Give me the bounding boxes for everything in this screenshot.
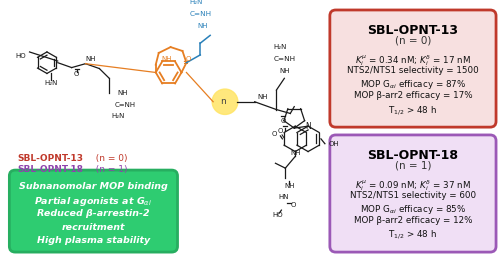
- Text: SBL-OPNT-13: SBL-OPNT-13: [18, 154, 84, 164]
- Text: O: O: [272, 131, 278, 137]
- Text: C=NH: C=NH: [189, 11, 212, 17]
- Text: H₂N: H₂N: [274, 44, 287, 50]
- Text: H₂N: H₂N: [111, 113, 124, 119]
- Text: NH: NH: [85, 56, 96, 62]
- Text: $K_i^{\mu}$ = 0.09 nM; $K_i^{\delta}$ = 37 nM: $K_i^{\mu}$ = 0.09 nM; $K_i^{\delta}$ = …: [355, 178, 471, 193]
- Text: Reduced β-arrestin-2: Reduced β-arrestin-2: [37, 209, 150, 218]
- Text: (n = 1): (n = 1): [394, 160, 431, 170]
- Text: MOP G$_{\alpha i}$ efficacy = 87%: MOP G$_{\alpha i}$ efficacy = 87%: [360, 78, 466, 91]
- Text: T$_{1/2}$ > 48 h: T$_{1/2}$ > 48 h: [388, 104, 438, 116]
- Text: O: O: [186, 56, 191, 62]
- Text: NTS2/NTS1 selectivity = 600: NTS2/NTS1 selectivity = 600: [350, 190, 476, 200]
- Text: MOP G$_{\alpha i}$ efficacy = 85%: MOP G$_{\alpha i}$ efficacy = 85%: [360, 203, 466, 216]
- Text: NH: NH: [284, 183, 294, 189]
- Text: NH: NH: [279, 68, 289, 73]
- Text: NH: NH: [117, 90, 128, 96]
- FancyBboxPatch shape: [10, 170, 177, 252]
- Text: (n = 0): (n = 0): [395, 35, 431, 45]
- FancyBboxPatch shape: [330, 10, 496, 127]
- Text: MOP β-arr2 efficacy = 17%: MOP β-arr2 efficacy = 17%: [354, 91, 472, 100]
- Text: O: O: [280, 118, 286, 124]
- Text: SBL-OPNT-13: SBL-OPNT-13: [368, 24, 458, 37]
- Text: O: O: [278, 128, 283, 134]
- Text: HO: HO: [272, 212, 282, 218]
- Text: Subnanomolar MOP binding: Subnanomolar MOP binding: [19, 182, 168, 191]
- Text: NH: NH: [162, 56, 172, 62]
- Text: NTS2/NTS1 selectivity = 1500: NTS2/NTS1 selectivity = 1500: [347, 66, 479, 75]
- Text: O: O: [74, 71, 80, 77]
- Text: Partial agonists at G$_{\alpha i}$: Partial agonists at G$_{\alpha i}$: [34, 196, 152, 208]
- Text: SBL-OPNT-18: SBL-OPNT-18: [18, 165, 84, 174]
- Text: NH: NH: [197, 23, 207, 29]
- Text: MOP β-arr2 efficacy = 12%: MOP β-arr2 efficacy = 12%: [354, 216, 472, 225]
- Text: H₂N: H₂N: [190, 0, 203, 5]
- Text: C=NH: C=NH: [274, 56, 295, 62]
- Circle shape: [212, 89, 238, 114]
- Text: recruitment: recruitment: [62, 223, 125, 232]
- Text: NH: NH: [258, 94, 268, 100]
- Text: High plasma stability: High plasma stability: [37, 237, 150, 246]
- Text: H₂N: H₂N: [44, 80, 58, 86]
- Text: C=NH: C=NH: [114, 102, 136, 108]
- Text: OH: OH: [329, 141, 340, 147]
- Text: SBL-OPNT-18: SBL-OPNT-18: [368, 149, 458, 162]
- FancyBboxPatch shape: [330, 135, 496, 252]
- Text: n: n: [220, 97, 226, 106]
- Text: HO: HO: [16, 53, 26, 59]
- Text: T$_{1/2}$ > 48 h: T$_{1/2}$ > 48 h: [388, 229, 438, 241]
- Text: NH: NH: [290, 151, 300, 156]
- Text: HN: HN: [278, 194, 288, 200]
- Text: O: O: [290, 202, 296, 208]
- Text: $K_i^{\mu}$ = 0.34 nM; $K_i^{\delta}$ = 17 nM: $K_i^{\mu}$ = 0.34 nM; $K_i^{\delta}$ = …: [355, 53, 471, 68]
- Text: (n = 0): (n = 0): [90, 154, 128, 164]
- Text: N: N: [305, 122, 311, 131]
- Text: (n = 1): (n = 1): [90, 165, 128, 174]
